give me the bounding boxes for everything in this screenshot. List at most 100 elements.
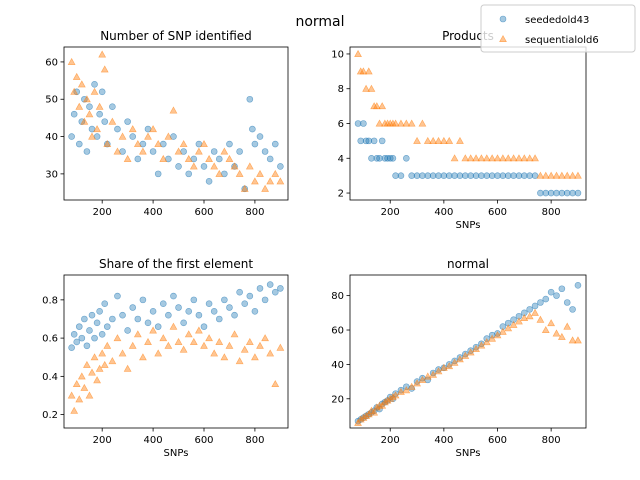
data-point bbox=[563, 299, 571, 306]
data-point bbox=[451, 172, 458, 179]
data-point bbox=[83, 342, 91, 350]
subplot-title: Number of SNP identified bbox=[100, 29, 252, 43]
data-point bbox=[472, 172, 480, 179]
x-axis-label: SNPs bbox=[456, 220, 481, 231]
x-axis-label: SNPs bbox=[164, 448, 189, 459]
data-point bbox=[574, 171, 582, 179]
data-point bbox=[256, 285, 264, 292]
data-point bbox=[407, 382, 416, 390]
data-point bbox=[70, 406, 79, 414]
data-point bbox=[134, 315, 142, 323]
data-point bbox=[402, 386, 411, 394]
data-point bbox=[510, 316, 517, 323]
data-point bbox=[215, 169, 224, 177]
subplot-title: normal bbox=[447, 257, 489, 271]
data-point bbox=[114, 292, 121, 300]
data-point bbox=[354, 418, 362, 426]
data-point bbox=[205, 334, 214, 342]
data-point bbox=[169, 322, 178, 330]
data-point bbox=[73, 338, 81, 346]
data-point bbox=[256, 341, 264, 349]
series-sequentialold6 bbox=[67, 50, 285, 192]
data-point bbox=[276, 177, 285, 185]
data-point bbox=[154, 323, 162, 330]
x-tick-label: 200 bbox=[381, 435, 400, 446]
y-tick-label: 8 bbox=[338, 84, 344, 95]
data-point bbox=[423, 136, 432, 144]
plot-area bbox=[354, 282, 582, 426]
data-point bbox=[159, 300, 167, 307]
data-point bbox=[397, 172, 405, 179]
data-point bbox=[98, 330, 106, 338]
data-point bbox=[184, 154, 193, 162]
data-point bbox=[108, 357, 117, 365]
data-point bbox=[510, 172, 517, 179]
data-point bbox=[266, 177, 275, 185]
y-tick-label: 2 bbox=[338, 189, 344, 200]
data-point bbox=[466, 348, 475, 356]
x-tick-label: 400 bbox=[434, 207, 453, 218]
x-tick-label: 600 bbox=[488, 435, 507, 446]
data-point bbox=[235, 357, 244, 365]
legend: seededold43 sequentialold6 bbox=[480, 4, 636, 53]
x-tick-label: 800 bbox=[245, 435, 264, 446]
data-point bbox=[354, 49, 362, 57]
data-point bbox=[271, 288, 279, 296]
data-point bbox=[277, 163, 284, 170]
data-point bbox=[498, 327, 507, 335]
data-point bbox=[378, 102, 387, 110]
data-point bbox=[95, 364, 104, 372]
data-point bbox=[128, 125, 137, 133]
data-point bbox=[429, 370, 438, 378]
y-tick-label: 60 bbox=[331, 326, 344, 337]
data-point bbox=[450, 358, 459, 366]
y-tick-label: 0.4 bbox=[42, 372, 58, 383]
data-point bbox=[139, 296, 147, 304]
data-point bbox=[77, 372, 86, 380]
y-tick-label: 80 bbox=[331, 291, 344, 302]
data-point bbox=[240, 345, 249, 353]
data-point bbox=[403, 154, 410, 162]
data-point bbox=[552, 329, 561, 337]
data-point bbox=[365, 137, 373, 145]
data-point bbox=[498, 154, 507, 162]
data-point bbox=[210, 349, 219, 357]
data-point bbox=[109, 103, 116, 111]
data-point bbox=[113, 147, 122, 155]
data-point bbox=[569, 306, 576, 313]
y-tick-label: 60 bbox=[45, 57, 58, 68]
data-point bbox=[261, 148, 269, 155]
x-tick-label: 200 bbox=[93, 207, 112, 218]
data-point bbox=[378, 137, 386, 145]
data-point bbox=[494, 172, 501, 179]
data-point bbox=[149, 308, 157, 315]
data-point bbox=[70, 330, 78, 338]
data-point bbox=[93, 319, 101, 327]
data-point bbox=[557, 332, 566, 340]
data-point bbox=[462, 172, 469, 179]
data-point bbox=[557, 171, 566, 179]
data-point bbox=[138, 353, 147, 361]
data-point bbox=[386, 154, 394, 162]
data-point bbox=[440, 172, 448, 179]
data-point bbox=[205, 300, 213, 307]
data-point bbox=[103, 140, 112, 148]
data-point bbox=[482, 154, 491, 162]
data-point bbox=[569, 189, 576, 197]
data-point bbox=[456, 355, 464, 363]
data-point bbox=[85, 110, 94, 118]
x-tick-label: 400 bbox=[144, 435, 163, 446]
data-point bbox=[174, 337, 183, 345]
data-point bbox=[210, 308, 218, 315]
data-point bbox=[515, 172, 523, 179]
data-point bbox=[72, 72, 81, 80]
data-point bbox=[144, 337, 152, 345]
data-point bbox=[230, 330, 239, 338]
data-point bbox=[72, 379, 81, 388]
data-point bbox=[477, 341, 486, 349]
data-point bbox=[91, 81, 98, 88]
data-point bbox=[67, 391, 76, 399]
data-point bbox=[179, 345, 188, 353]
data-point bbox=[195, 311, 203, 319]
data-point bbox=[165, 311, 172, 319]
